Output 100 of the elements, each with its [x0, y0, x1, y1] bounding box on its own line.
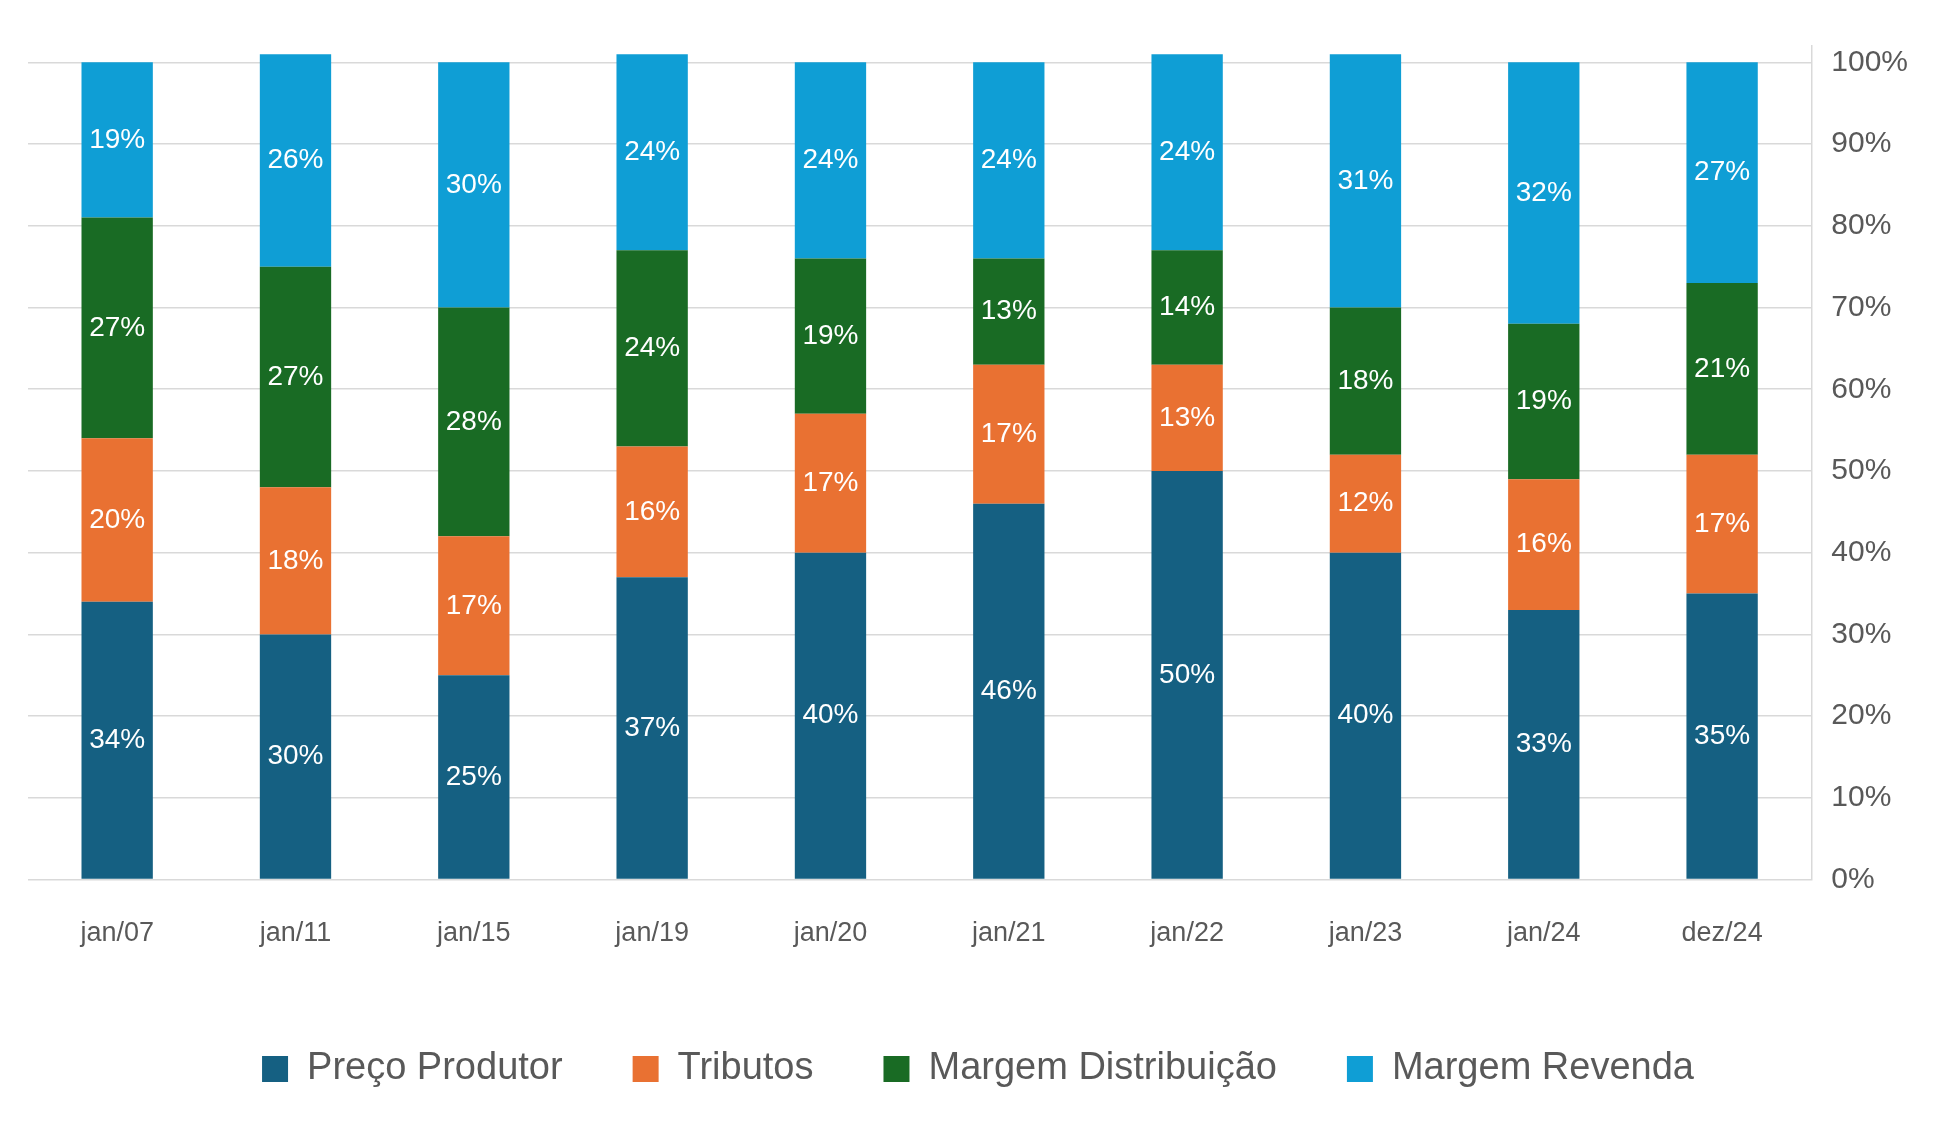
y-tick-label: 30% [1831, 615, 1892, 649]
bar [794, 62, 867, 259]
data-label: 18% [1337, 363, 1394, 395]
data-label: 17% [980, 416, 1037, 448]
bar [81, 62, 153, 218]
bar [1686, 454, 1758, 594]
bar [81, 601, 153, 879]
bar [259, 634, 332, 879]
data-label: 46% [980, 673, 1037, 705]
data-label: 18% [267, 543, 324, 575]
data-label: 40% [802, 698, 859, 730]
bar [81, 217, 153, 439]
bar [1329, 307, 1402, 455]
x-tick-label: jan/21 [971, 917, 1046, 948]
x-tick-label: jan/15 [436, 917, 511, 948]
bar [794, 258, 867, 414]
legend-label: Margem Distribuição [928, 1045, 1277, 1088]
bar [259, 54, 332, 267]
bar [616, 250, 688, 447]
bar [616, 577, 688, 879]
data-label: 19% [802, 318, 859, 350]
data-label: 37% [624, 710, 681, 742]
x-tick-label: jan/24 [1505, 917, 1581, 948]
data-label: 20% [89, 502, 146, 534]
data-label: 33% [1515, 727, 1572, 759]
bar [1151, 470, 1223, 879]
bar [794, 413, 867, 553]
x-tick-label: jan/19 [614, 917, 689, 948]
x-tick-label: jan/11 [258, 917, 332, 948]
bar [1329, 454, 1402, 553]
y-tick-label: 10% [1831, 779, 1892, 813]
x-tick-label: jan/20 [792, 917, 868, 948]
bar [1686, 62, 1758, 283]
data-label: 19% [89, 122, 146, 154]
bar [1329, 552, 1402, 879]
y-tick-label: 90% [1831, 125, 1892, 159]
x-tick-label: jan/22 [1149, 917, 1224, 948]
data-label: 35% [1694, 718, 1751, 750]
bar [1508, 62, 1580, 324]
data-label: 27% [267, 359, 324, 391]
data-label: 24% [624, 331, 681, 363]
data-label: 31% [1337, 163, 1394, 195]
y-tick-label: 0% [1831, 860, 1875, 894]
bar [973, 62, 1045, 259]
data-label: 16% [1515, 527, 1572, 559]
data-label: 32% [1515, 175, 1572, 207]
y-tick-label: 50% [1831, 452, 1892, 486]
data-label: 30% [445, 167, 502, 199]
legend-label: Margem Revenda [1391, 1045, 1695, 1088]
data-label: 26% [267, 143, 324, 175]
bar [438, 536, 510, 676]
bar [259, 487, 332, 635]
bar [973, 364, 1045, 504]
x-tick-label: jan/07 [79, 917, 154, 948]
data-label: 40% [1337, 698, 1394, 730]
data-label: 27% [1694, 155, 1751, 187]
bar [1151, 364, 1223, 471]
x-tick-label: jan/23 [1327, 917, 1403, 948]
bar [1151, 54, 1223, 251]
bar [438, 62, 510, 308]
bar [973, 258, 1045, 365]
data-label: 16% [624, 494, 681, 526]
legend-label: Preço Produtor [307, 1045, 563, 1088]
data-label: 24% [1159, 134, 1216, 166]
bar [1151, 250, 1223, 365]
bar [794, 552, 867, 879]
bar [1508, 609, 1580, 879]
data-label: 13% [1159, 400, 1216, 432]
bar [81, 438, 153, 602]
data-label: 24% [980, 143, 1037, 175]
y-tick-label: 100% [1831, 43, 1909, 77]
y-tick-label: 20% [1831, 697, 1892, 731]
bar [1508, 479, 1580, 610]
bar [1329, 54, 1402, 308]
data-label: 21% [1694, 351, 1751, 383]
bar [973, 503, 1045, 879]
data-label: 25% [445, 759, 502, 791]
y-tick-label: 60% [1831, 370, 1892, 404]
data-label: 34% [89, 723, 146, 755]
data-label: 30% [267, 739, 324, 771]
data-label: 17% [802, 465, 859, 497]
data-label: 24% [624, 134, 681, 166]
bar [616, 54, 688, 251]
bar [259, 266, 332, 488]
bar [438, 675, 510, 879]
data-label: 27% [89, 310, 146, 342]
y-tick-label: 80% [1831, 207, 1892, 241]
bar [438, 307, 510, 537]
data-label: 24% [802, 143, 859, 175]
data-label: 14% [1159, 290, 1216, 322]
data-label: 12% [1337, 486, 1394, 518]
data-label: 19% [1515, 384, 1572, 416]
x-tick-label: dez/24 [1681, 917, 1763, 948]
bar [1508, 323, 1580, 480]
data-label: 28% [445, 404, 502, 436]
y-tick-label: 40% [1831, 533, 1892, 567]
data-label: 17% [1694, 506, 1751, 538]
bar [1686, 283, 1758, 455]
data-label: 17% [445, 588, 502, 620]
bar [616, 446, 688, 578]
